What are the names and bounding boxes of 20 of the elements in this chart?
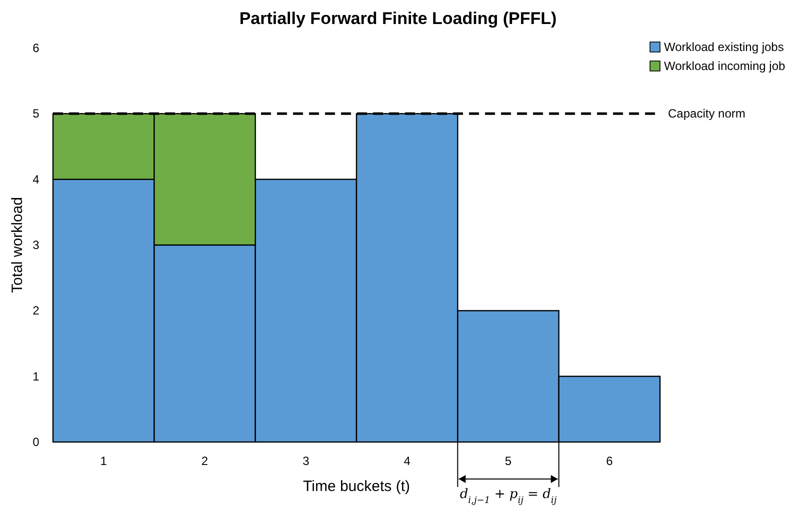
y-tick-label: 6 <box>32 41 40 55</box>
ref-line-label: Capacity norm <box>668 106 746 121</box>
x-tick-label: 4 <box>404 454 411 468</box>
y-tick-label: 3 <box>32 238 40 252</box>
legend-label: Workload existing jobs <box>664 40 784 54</box>
x-tick-label: 2 <box>201 454 208 468</box>
chart-title: Partially Forward Finite Loading (PFFL) <box>239 9 557 28</box>
x-axis-title: Time buckets (t) <box>303 478 410 495</box>
legend-label: Workload incoming job <box>664 59 786 73</box>
text: d$_{i,j−1}$ + p$_{ij}$ = d$_{ij}$ <box>460 487 557 506</box>
x-tick-label: 5 <box>504 454 512 468</box>
x-tick-label: 1 <box>100 454 108 468</box>
y-tick-label: 2 <box>32 304 40 318</box>
y-tick-label: 5 <box>32 106 40 121</box>
y-tick-label: 0 <box>32 435 40 449</box>
y-tick-label: 4 <box>32 172 40 186</box>
x-tick-label: 6 <box>606 454 614 468</box>
y-axis-title: Total workload <box>9 197 26 293</box>
y-tick-label: 1 <box>32 369 40 384</box>
x-tick-label: 3 <box>302 454 310 468</box>
